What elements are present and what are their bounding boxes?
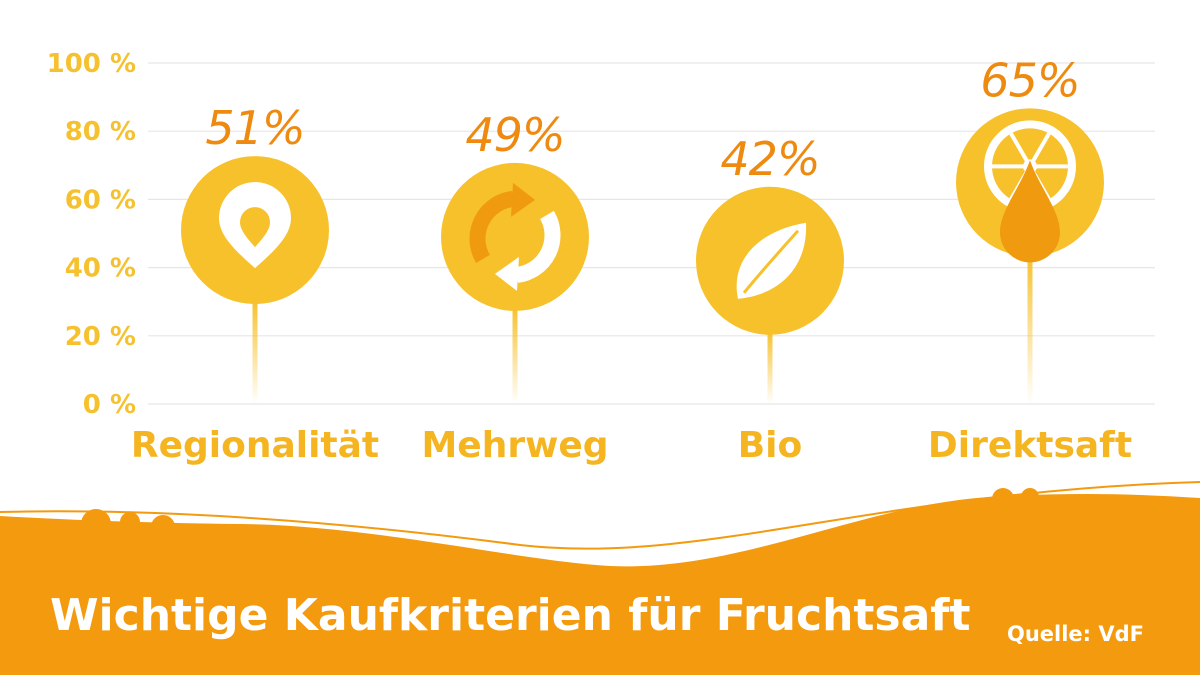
marker-stem [252,300,258,404]
marker-circle [441,162,589,311]
category-label: Bio [738,425,803,466]
source-label: Quelle: VdF [1006,622,1144,646]
wave-bubble [81,509,111,539]
juice-wave-decoration [0,481,1200,675]
marker-stem [1027,252,1033,404]
pin-hole [240,207,270,248]
y-tick-label: 60 % [65,185,136,215]
value-label: 42% [720,132,819,186]
category-label: Regionalität [131,425,379,466]
category-label: Mehrweg [421,425,608,466]
leaf-vein [742,229,800,294]
value-label: 65% [980,53,1079,107]
wave-bubble [151,515,175,539]
y-axis-ticks: 0 % 20 % 40 % 60 % 80 % 100 % [47,49,136,420]
value-marker: 42% [696,132,844,404]
marker-stem [512,306,518,404]
recycle-arc-orange [469,190,515,263]
wave-bubble [992,488,1014,510]
recycle-arrowhead-white [495,256,519,291]
recycle-arrows-icon [469,182,561,291]
category-labels: Regionalität Mehrweg Bio Direktsaft [131,425,1132,466]
wave-fill [0,494,1200,675]
y-tick-label: 100 % [47,49,136,79]
wave-bubble [120,512,140,532]
juice-drop [1000,160,1060,263]
value-marker: 51% [181,101,329,404]
location-pin-icon [219,182,291,269]
leaf-icon [736,222,807,299]
y-tick-label: 20 % [65,322,136,352]
recycle-arrowhead-orange [511,182,535,217]
marker-stem [767,330,773,404]
y-tick-label: 80 % [65,117,136,147]
value-label: 49% [465,108,564,162]
chart-title: Wichtige Kaufkriterien für Fruchtsaft [50,590,971,641]
value-label: 51% [205,101,304,155]
wave-bubble [1021,488,1039,506]
category-label: Direktsaft [928,425,1132,466]
y-tick-label: 40 % [65,254,136,284]
y-tick-label: 0 % [83,390,136,420]
value-marker: 49% [441,108,589,404]
value-markers: 51% 49% 42% 65% [181,53,1104,404]
orange-juice-drop-icon [984,120,1076,263]
value-marker: 65% [956,53,1104,404]
recycle-arc-white [515,210,561,283]
